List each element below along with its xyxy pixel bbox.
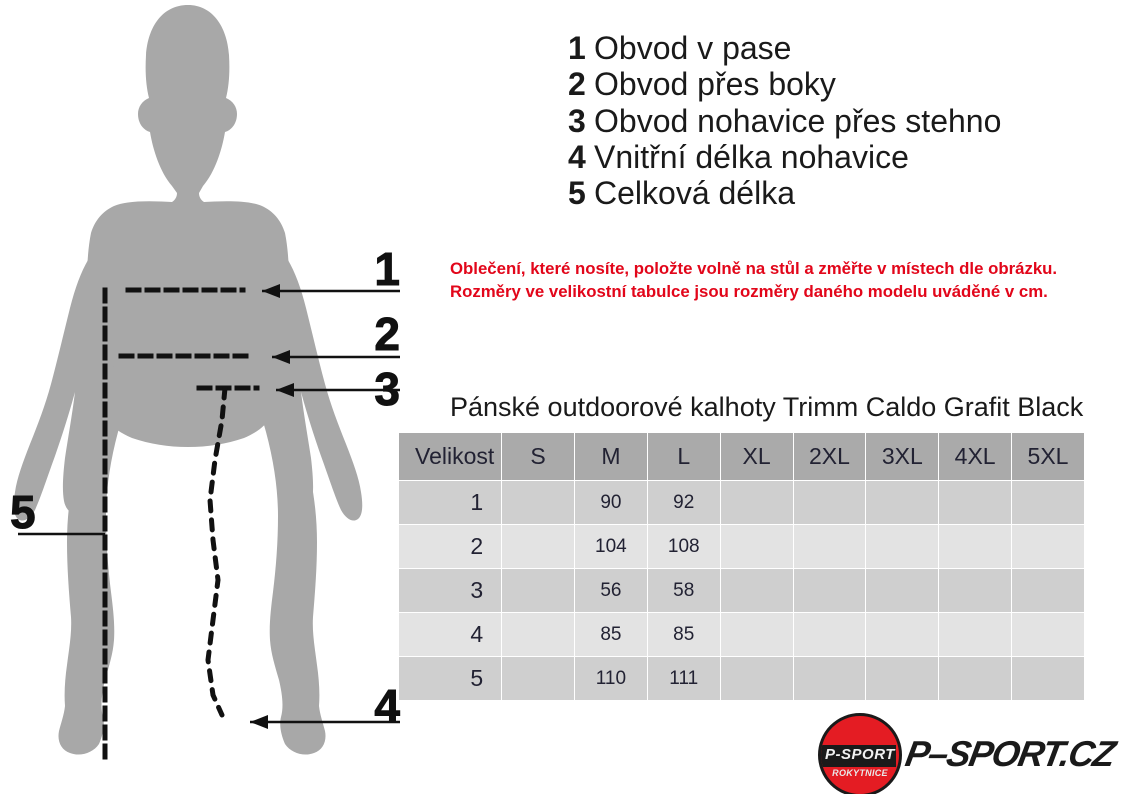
svg-text:5: 5: [10, 486, 36, 538]
svg-text:1: 1: [374, 243, 400, 295]
svg-text:2: 2: [374, 308, 400, 360]
svg-text:3: 3: [374, 363, 400, 415]
svg-text:4: 4: [374, 680, 400, 732]
